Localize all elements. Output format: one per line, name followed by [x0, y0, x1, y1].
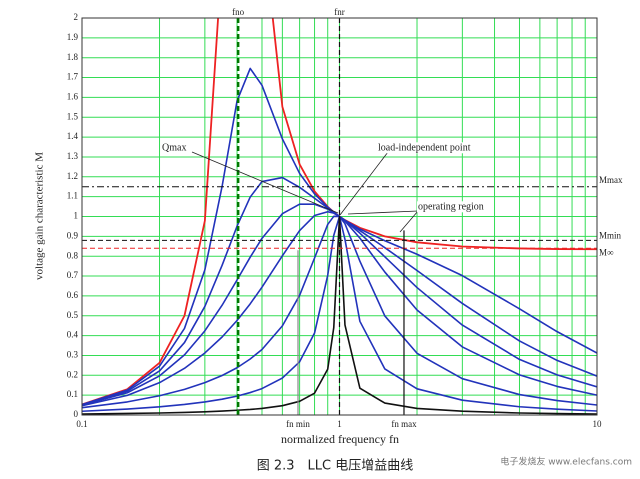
reference-label: Mmin [599, 230, 622, 240]
y-tick-label: 0.9 [67, 230, 79, 240]
y-tick-label: 0.8 [67, 250, 79, 260]
y-tick-label: 1.8 [67, 52, 79, 62]
caption: 图 2.3 LLC 电压增益曲线 [257, 459, 414, 474]
reference-label: Mmax [599, 175, 623, 185]
annotation-leader [191, 151, 339, 214]
y-tick-label: 1.9 [67, 32, 79, 42]
x-axis-label: normalized frequency fn [281, 432, 399, 446]
reference-label: fnr [334, 7, 345, 17]
curve [82, 215, 597, 413]
y-tick-label: 0.3 [67, 350, 79, 360]
y-tick-label: 2 [74, 12, 79, 22]
annotation-bg [417, 201, 485, 213]
annotation: load-independent point [378, 142, 471, 153]
curve [82, 203, 597, 406]
y-tick-label: 1.4 [67, 131, 79, 141]
y-tick-label: 1.3 [67, 151, 79, 161]
curve [82, 67, 597, 406]
y-tick-label: 0.1 [67, 389, 78, 399]
y-tick-label: 1.7 [67, 72, 79, 82]
annotation: operating region [418, 201, 484, 212]
reference-label: fno [232, 7, 244, 17]
curve [82, 215, 597, 409]
y-tick-label: 0.7 [67, 270, 79, 280]
annotation-bg [377, 142, 472, 154]
y-tick-label: 1 [74, 211, 79, 221]
plot-area [81, 17, 598, 416]
x-tick-label: 1 [337, 419, 342, 429]
y-axis-label: voltage gain characteristic M [34, 152, 46, 280]
curve [82, 176, 597, 406]
annotation-bg [161, 142, 188, 154]
watermark: 电子发烧友 www.elecfans.com [500, 456, 632, 468]
x-tick-label: 10 [593, 419, 603, 429]
y-tick-label: 1.2 [67, 171, 78, 181]
annotation-leader [399, 210, 419, 233]
reference-label: fn min [286, 419, 310, 429]
y-tick-label: 1.1 [67, 191, 78, 201]
y-tick-label: 0.2 [67, 369, 78, 379]
y-tick-label: 0.5 [67, 310, 79, 320]
y-tick-label: 0.4 [67, 330, 79, 340]
reference-label: fn max [391, 419, 417, 429]
annotation: Qmax [162, 142, 186, 153]
annotation-leader [339, 151, 389, 216]
curve [82, 18, 597, 406]
y-tick-label: 1.6 [67, 91, 79, 101]
curve [82, 210, 597, 407]
y-tick-label: 0.6 [67, 290, 79, 300]
y-tick-label: 1.5 [67, 111, 79, 121]
x-tick-label: 0.1 [76, 419, 87, 429]
y-tick-label: 0 [74, 409, 79, 419]
reference-label: M∞ [599, 247, 613, 257]
annotation-leader [347, 210, 419, 215]
curves [82, 18, 597, 415]
curve [82, 215, 597, 415]
